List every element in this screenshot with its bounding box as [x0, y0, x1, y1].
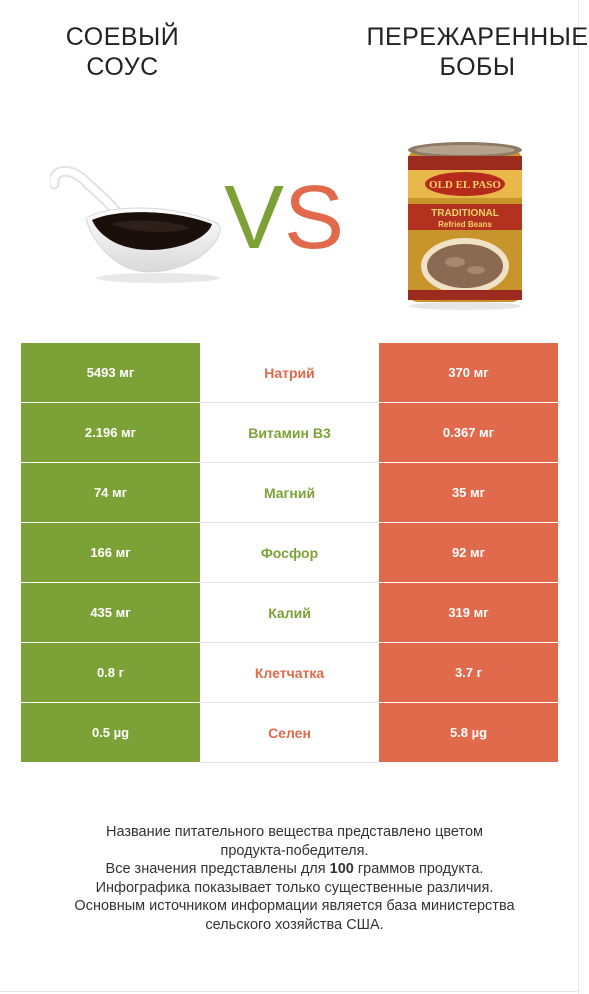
- frame-border-right: [578, 0, 579, 994]
- nutrient-name: Магний: [200, 463, 379, 522]
- vs-letter-s: S: [284, 168, 345, 268]
- footer-line: Основным источником информации является …: [74, 898, 515, 914]
- table-row: 2.196 мг Витамин B3 0.367 мг: [21, 403, 558, 463]
- vs-label: VS: [224, 168, 344, 268]
- left-value: 5493 мг: [21, 343, 200, 402]
- right-value: 5.8 µg: [379, 703, 558, 762]
- left-product-title: СОЕВЫЙ СОУС: [40, 22, 205, 82]
- table-row: 166 мг Фосфор 92 мг: [21, 523, 558, 583]
- footer-line: продукта-победителя.: [220, 842, 369, 859]
- nutrient-name: Селен: [200, 703, 379, 762]
- row-divider: [200, 402, 379, 403]
- left-value: 74 мг: [21, 463, 200, 522]
- vs-letter-v: V: [224, 168, 285, 268]
- left-product-title-line2: СОУС: [86, 53, 159, 81]
- nutrient-name: Фосфор: [200, 523, 379, 582]
- right-value: 0.367 мг: [379, 403, 558, 462]
- footer-line: Инфографика показывает только существенн…: [95, 879, 494, 896]
- left-value: 166 мг: [21, 523, 200, 582]
- footer-line: Все значения представлены для 100 граммо…: [20, 860, 569, 879]
- left-value: 0.5 µg: [21, 703, 200, 762]
- refried-beans-can-image: OLD EL PASO TRADITIONAL Refried Beans: [408, 142, 522, 310]
- comparison-table: 5493 мг Натрий 370 мг 2.196 мг Витамин B…: [21, 343, 558, 763]
- footer-text: граммов продукта.: [353, 861, 484, 877]
- table-row: 0.5 µg Селен 5.8 µg: [21, 703, 558, 763]
- footer-text: Все значения представлены для: [105, 861, 330, 877]
- right-value: 319 мг: [379, 583, 558, 642]
- left-value: 0.8 г: [21, 643, 200, 702]
- row-divider: [200, 462, 379, 463]
- nutrient-name: Калий: [200, 583, 379, 642]
- nutrient-name: Клетчатка: [200, 643, 379, 702]
- right-value: 92 мг: [379, 523, 558, 582]
- footer-bold-value: 100: [329, 861, 354, 877]
- table-row: 0.8 г Клетчатка 3.7 г: [21, 643, 558, 703]
- can-brand-text: OLD EL PASO: [429, 179, 501, 191]
- right-product-title-line2: БОБЫ: [439, 53, 516, 81]
- table-row: 74 мг Магний 35 мг: [21, 463, 558, 523]
- row-divider: [200, 582, 379, 583]
- right-product-title-line1: ПЕРЕЖАРЕННЫЕ: [366, 23, 589, 51]
- table-row: 435 мг Калий 319 мг: [21, 583, 558, 643]
- footer-line: сельского хозяйства США.: [205, 916, 384, 933]
- table-row: 5493 мг Натрий 370 мг: [21, 343, 558, 403]
- right-value: 3.7 г: [379, 643, 558, 702]
- right-value: 370 мг: [379, 343, 558, 402]
- soy-sauce-image: [50, 165, 221, 283]
- footer-note: Название питательного вещества представл…: [20, 823, 569, 934]
- left-value: 435 мг: [21, 583, 200, 642]
- frame-border-bottom: [0, 991, 579, 992]
- footer-line: Название питательного вещества представл…: [105, 824, 484, 840]
- row-divider: [200, 702, 379, 703]
- row-divider: [200, 642, 379, 643]
- left-product-title-line1: СОЕВЫЙ: [65, 23, 180, 51]
- nutrient-name: Витамин B3: [200, 403, 379, 462]
- left-value: 2.196 мг: [21, 403, 200, 462]
- right-value: 35 мг: [379, 463, 558, 522]
- can-label-line1: TRADITIONAL: [431, 208, 499, 219]
- nutrient-name: Натрий: [200, 343, 379, 402]
- right-product-title: ПЕРЕЖАРЕННЫЕ БОБЫ: [355, 22, 589, 82]
- row-divider: [200, 762, 379, 763]
- row-divider: [200, 522, 379, 523]
- can-label-line2: Refried Beans: [438, 220, 492, 229]
